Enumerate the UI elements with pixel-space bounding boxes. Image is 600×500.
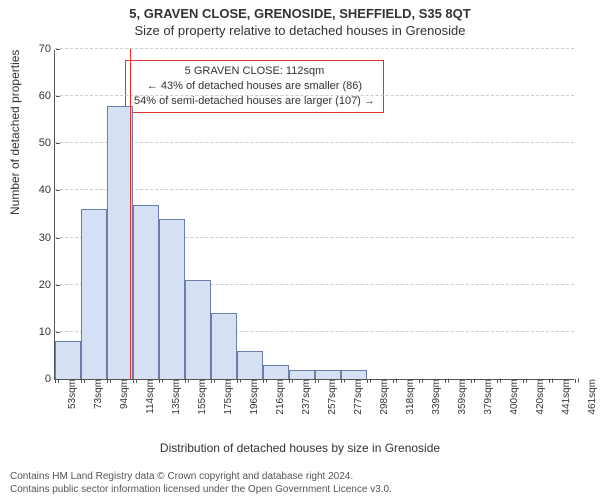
y-tick-label: 50 [39,137,55,149]
x-tick-label: 216sqm [259,379,286,415]
property-callout-box: 5 GRAVEN CLOSE: 112sqm ← 43% of detached… [125,60,384,113]
chart-title-block: 5, GRAVEN CLOSE, GRENOSIDE, SHEFFIELD, S… [0,0,600,38]
x-tick-label: 94sqm [103,379,130,409]
chart-title-address: 5, GRAVEN CLOSE, GRENOSIDE, SHEFFIELD, S… [0,6,600,21]
x-tick-label: 298sqm [363,379,390,415]
callout-line-smaller: ← 43% of detached houses are smaller (86… [134,79,375,94]
x-tick-label: 175sqm [207,379,234,415]
x-tick-label: 379sqm [467,379,494,415]
x-tick-label: 155sqm [181,379,208,415]
histogram-bar [159,219,185,379]
histogram-bar [263,365,289,379]
y-tick-label: 60 [39,90,55,102]
x-tick-label: 441sqm [545,379,572,415]
chart-plot-area: 5 GRAVEN CLOSE: 112sqm ← 43% of detached… [54,50,574,380]
x-tick-label: 359sqm [441,379,468,415]
y-gridline [55,95,574,96]
histogram-bar [185,280,211,379]
y-tick-label: 70 [39,43,55,55]
x-tick-label: 400sqm [493,379,520,415]
x-tick-label: 277sqm [337,379,364,415]
x-tick-label: 257sqm [311,379,338,415]
histogram-bar [55,341,81,379]
x-tick-label: 339sqm [415,379,442,415]
histogram-bar [107,106,133,379]
x-tick-label: 196sqm [233,379,260,415]
y-gridline [55,48,574,49]
x-tick-label: 73sqm [77,379,104,409]
y-tick-label: 30 [39,232,55,244]
histogram-bar [211,313,237,379]
x-axis-label: Distribution of detached houses by size … [0,441,600,455]
histogram-bar [237,351,263,379]
x-tick-label: 420sqm [519,379,546,415]
chart-footer: Contains HM Land Registry data © Crown c… [10,470,590,496]
x-tick-label: 237sqm [285,379,312,415]
x-tick-label: 461sqm [571,379,598,415]
y-axis-label: Number of detached properties [8,50,22,215]
x-tick-label: 135sqm [155,379,182,415]
y-tick-label: 10 [39,326,55,338]
histogram-bar [289,370,315,379]
x-tick-label: 114sqm [129,379,156,414]
x-tick-label: 318sqm [389,379,416,415]
histogram-bar [315,370,341,379]
footer-licence: Contains public sector information licen… [10,483,590,496]
x-tick-label: 53sqm [51,379,78,409]
histogram-bar [81,209,107,379]
footer-copyright: Contains HM Land Registry data © Crown c… [10,470,590,483]
callout-line-size: 5 GRAVEN CLOSE: 112sqm [134,64,375,79]
y-tick-label: 20 [39,279,55,291]
property-marker-line [130,49,131,379]
histogram-bar [133,205,159,379]
histogram-bar [341,370,367,379]
chart-subtitle: Size of property relative to detached ho… [0,23,600,38]
y-tick-label: 40 [39,184,55,196]
